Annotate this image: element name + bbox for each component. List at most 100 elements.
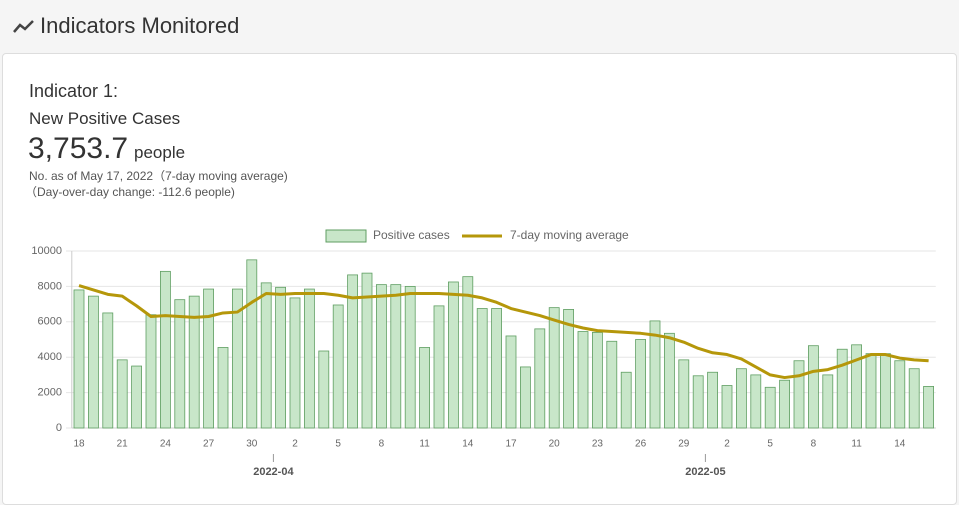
indicator-note: No. as of May 17, 2022（7-day moving aver… (29, 169, 288, 183)
bar (303, 288, 315, 429)
bar (577, 331, 589, 429)
bar (721, 385, 733, 429)
legend-label: Positive cases (373, 228, 450, 242)
bar (476, 308, 488, 429)
bar (534, 328, 546, 429)
x-tick-label: 17 (505, 439, 517, 450)
bar (174, 299, 186, 429)
bar (779, 379, 790, 429)
y-tick-label: 8000 (38, 280, 62, 292)
x-tick-label: 14 (462, 439, 474, 450)
bar (131, 365, 143, 429)
bar (332, 304, 344, 429)
x-tick-label: 11 (419, 439, 430, 450)
x-tick-label: 27 (203, 439, 215, 450)
month-label: 2022-04 (253, 466, 294, 478)
x-tick-label: 23 (592, 439, 604, 450)
legend-swatch (325, 229, 367, 243)
y-tick-label: 4000 (38, 351, 62, 363)
y-tick-label: 6000 (38, 316, 62, 328)
x-tick-label: 29 (678, 439, 690, 450)
x-tick-label: 2 (292, 439, 298, 450)
bar (419, 347, 431, 429)
x-tick-label: 24 (160, 439, 172, 450)
header: Indicators Monitored (0, 0, 959, 52)
bar (678, 359, 690, 429)
bar (447, 281, 459, 429)
bar (836, 348, 848, 429)
x-tick-label: 5 (767, 439, 773, 450)
bar (73, 289, 85, 429)
bar (433, 305, 445, 429)
bar (390, 284, 402, 429)
bar (260, 282, 272, 429)
bar (318, 350, 330, 429)
bar (750, 374, 762, 429)
bar (102, 312, 114, 429)
y-tick-label: 0 (56, 422, 62, 434)
x-tick-label: 26 (635, 439, 647, 450)
bar (808, 345, 819, 429)
indicator-label: Indicator 1: (29, 81, 119, 101)
bar (548, 307, 560, 429)
x-tick-label: 14 (894, 439, 906, 450)
bar (635, 339, 646, 429)
bar (145, 314, 157, 429)
header-title: Indicators Monitored (40, 13, 240, 38)
bar (361, 272, 373, 429)
line (78, 284, 929, 380)
indicator-unit: people (134, 143, 186, 162)
bar (707, 371, 718, 429)
bar (692, 375, 704, 429)
bar (404, 285, 416, 429)
bar (606, 340, 618, 429)
bar (520, 366, 531, 429)
bar (592, 332, 603, 429)
bar (563, 309, 574, 429)
bar (462, 276, 474, 429)
bar (347, 274, 359, 429)
x-tick-label: 8 (379, 439, 385, 450)
bar (822, 374, 834, 429)
bar (116, 359, 128, 429)
bar (375, 284, 387, 429)
bar (908, 368, 920, 429)
indicator-name: New Positive Cases (29, 109, 181, 128)
x-tick-label: 20 (549, 439, 561, 450)
bar (793, 360, 805, 429)
bar (851, 344, 862, 429)
bar (246, 259, 258, 429)
bar (894, 360, 906, 429)
bar (217, 347, 229, 429)
legend-label: 7-day moving average (510, 228, 629, 242)
bar (736, 368, 747, 429)
indicator-change: （Day-over-day change: -112.6 people) (25, 185, 235, 199)
x-tick-label: 8 (811, 439, 817, 450)
indicator-value: 3,753.7 (28, 132, 129, 165)
x-tick-label: 2 (724, 439, 730, 450)
x-tick-label: 18 (73, 439, 85, 450)
bar (289, 297, 301, 429)
x-tick-label: 11 (851, 439, 862, 450)
bar (664, 332, 675, 429)
bar (505, 335, 517, 429)
y-tick-label: 2000 (38, 387, 62, 399)
bar (880, 353, 891, 429)
x-tick-label: 21 (117, 439, 129, 450)
y-tick-label: 10000 (31, 245, 62, 257)
bar (865, 353, 877, 429)
bar (764, 386, 776, 429)
bar (88, 295, 99, 429)
bar (620, 371, 632, 429)
bar (203, 288, 215, 429)
bar (923, 386, 934, 429)
bar (491, 308, 503, 429)
bar (188, 295, 200, 429)
x-tick-label: 30 (246, 439, 258, 450)
bar (275, 286, 287, 429)
bar (649, 320, 661, 429)
month-label: 2022-05 (685, 466, 725, 478)
bar (231, 288, 243, 429)
